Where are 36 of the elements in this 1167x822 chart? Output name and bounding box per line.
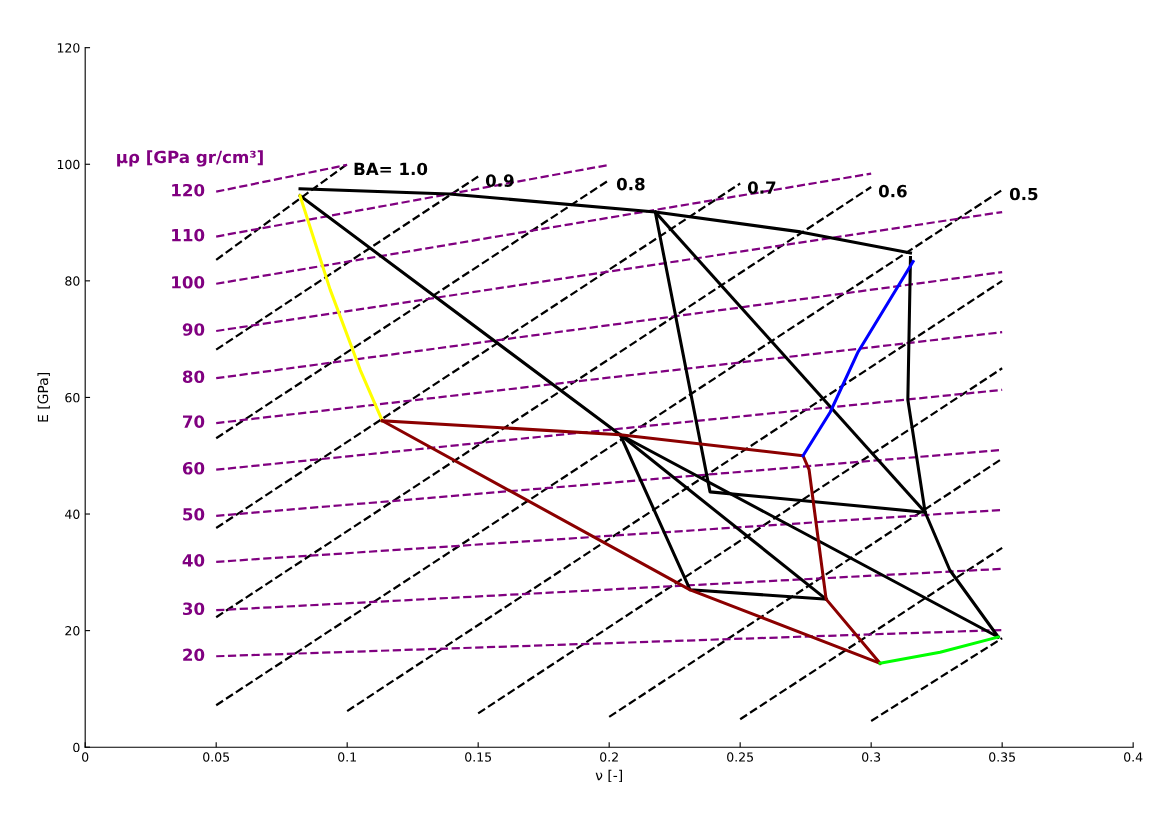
y-tick-label: 120 <box>57 43 80 53</box>
series-label: 70 <box>183 415 205 428</box>
x-tick-label: 0.3 <box>862 752 881 762</box>
x-tick-label: 0.2 <box>600 752 618 762</box>
series-label: 0.5 <box>1009 187 1038 201</box>
x-tick-label: 0 <box>82 752 89 762</box>
series-label: 30 <box>183 602 205 616</box>
series-label: 40 <box>182 554 205 567</box>
y-axis-title: E [GPa] <box>37 373 50 422</box>
series-label: 50 <box>183 508 205 521</box>
y-tick-label: 60 <box>65 392 80 403</box>
series-label: 0.8 <box>616 177 645 191</box>
x-tick-label: 0.25 <box>727 752 753 762</box>
y-tick-label: 20 <box>65 626 80 636</box>
x-tick-label: 0.05 <box>203 752 230 762</box>
series-label: 90 <box>182 323 205 336</box>
series-label: 0.6 <box>878 184 907 198</box>
series-label: 80 <box>182 370 205 384</box>
y-tick-label: 40 <box>65 509 80 519</box>
series-label: 60 <box>182 461 205 475</box>
series-label: 110 <box>172 228 205 242</box>
y-tick-label: 100 <box>57 159 80 170</box>
x-axis-title: ν [-] <box>595 769 622 783</box>
series-label: 0.7 <box>747 181 776 194</box>
x-tick-label: 0.15 <box>465 752 491 762</box>
series-label: 120 <box>172 183 205 197</box>
series-label: 20 <box>183 648 205 662</box>
x-tick-label: 0.4 <box>1124 752 1143 762</box>
y-tick-label: 80 <box>65 276 80 286</box>
x-tick-label: 0.1 <box>338 752 356 762</box>
x-tick-label: 0.35 <box>989 752 1015 762</box>
series-label: 0.9 <box>485 174 514 187</box>
annotation: μρ [GPa gr/cm³] <box>117 150 263 167</box>
series-label: 100 <box>172 275 205 289</box>
y-tick-label: 0 <box>73 742 80 753</box>
series-label: BA= 1.0 <box>354 162 428 176</box>
